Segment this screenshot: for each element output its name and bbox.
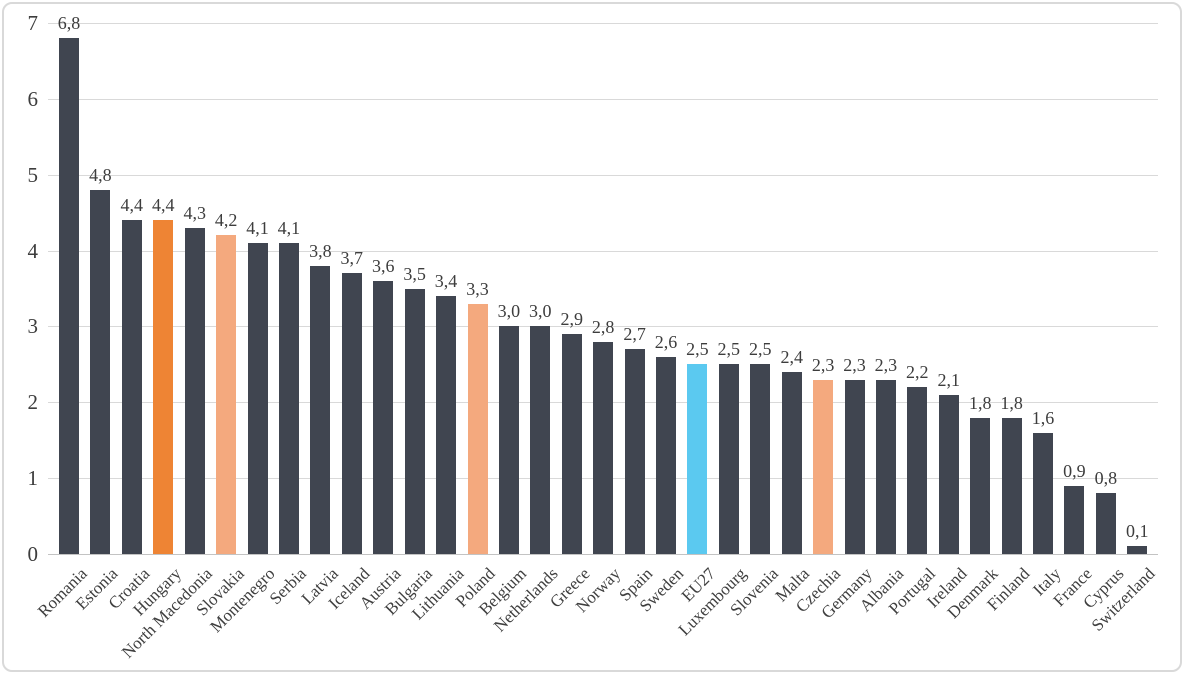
bar-malta [781, 371, 802, 554]
bar-eu27 [687, 364, 708, 554]
y-tick-label-4: 4 [27, 238, 39, 263]
y-tick-label-3: 3 [27, 314, 39, 339]
value-label-slovenia: 2,5 [748, 339, 772, 360]
bar-latvia [310, 265, 331, 554]
y-tick-label-7: 7 [27, 11, 39, 35]
value-label-romania: 6,8 [57, 13, 81, 34]
value-label-finland: 1,8 [1000, 392, 1023, 413]
value-label-ireland: 2,1 [937, 369, 961, 390]
value-label-spain: 2,7 [623, 324, 646, 345]
bar-slovakia [216, 235, 237, 554]
bar-switzerland [1127, 546, 1148, 554]
value-label-greece: 2,9 [560, 309, 583, 329]
bar-north-macedonia [184, 227, 205, 554]
bar-serbia [278, 243, 299, 554]
value-label-cyprus: 0,8 [1094, 468, 1118, 489]
bar-estonia [90, 189, 111, 554]
value-label-croatia: 4,4 [120, 195, 144, 216]
value-label-lithuania: 3,4 [434, 271, 458, 292]
value-label-malta: 2,4 [780, 346, 803, 367]
bar-netherlands [530, 326, 551, 554]
bar-lithuania [436, 296, 456, 554]
value-label-north-macedonia: 4,3 [183, 202, 206, 223]
y-tick-label-0: 0 [27, 542, 39, 566]
bar-ireland [938, 394, 959, 554]
gridline-y-3 [48, 326, 1158, 328]
gridline-y-6 [48, 98, 1158, 100]
value-label-poland: 3,3 [466, 278, 489, 299]
bar-greece [561, 334, 582, 554]
value-label-belgium: 3,0 [497, 301, 521, 322]
x-axis-line [48, 554, 1158, 555]
value-label-sweden: 2,6 [654, 331, 678, 352]
gridline-y-4 [48, 250, 1158, 252]
bar-bulgaria [404, 288, 425, 554]
y-tick-label-1: 1 [27, 466, 39, 491]
bar-italy [1033, 432, 1053, 554]
bar-austria [373, 280, 394, 554]
bar-iceland [341, 273, 362, 554]
gridline-y-7 [48, 23, 1158, 24]
value-label-italy: 1,6 [1031, 407, 1055, 428]
value-label-iceland: 3,7 [340, 248, 364, 269]
bar-norway [593, 341, 614, 554]
bar-portugal [907, 387, 928, 554]
y-tick-label-6: 6 [27, 86, 39, 111]
value-label-hungary: 4,4 [152, 195, 175, 216]
bar-romania [59, 38, 79, 554]
bar-denmark [970, 417, 991, 554]
value-label-france: 0,9 [1063, 460, 1086, 481]
value-label-eu27: 2,5 [686, 339, 709, 360]
y-tick-label-5: 5 [27, 162, 39, 187]
gridline-y-5 [48, 174, 1158, 176]
value-label-netherlands: 3,0 [529, 301, 552, 322]
bar-croatia [121, 220, 142, 554]
bar-finland [1001, 417, 1022, 554]
value-label-albania: 2,3 [874, 354, 898, 375]
value-label-montenegro: 4,1 [246, 218, 269, 238]
value-label-latvia: 3,8 [309, 240, 332, 261]
value-label-serbia: 4,1 [277, 218, 301, 238]
value-label-norway: 2,8 [591, 316, 615, 337]
value-label-czechia: 2,3 [811, 354, 835, 375]
value-label-portugal: 2,2 [906, 362, 929, 383]
bar-sweden [656, 356, 676, 554]
bar-spain [624, 349, 645, 554]
bar-czechia [813, 379, 834, 554]
value-label-denmark: 1,8 [968, 392, 992, 413]
value-label-austria: 3,6 [371, 255, 395, 276]
bar-hungary [153, 220, 174, 554]
value-label-germany: 2,3 [843, 354, 866, 375]
bar-cyprus [1095, 493, 1116, 554]
value-label-slovakia: 4,2 [214, 210, 238, 231]
bar-luxembourg [718, 364, 739, 554]
value-label-luxembourg: 2,5 [717, 339, 741, 360]
bar-france [1064, 485, 1085, 554]
y-tick-label-2: 2 [27, 390, 39, 415]
bar-poland [467, 303, 488, 554]
bar-germany [844, 379, 865, 554]
value-label-estonia: 4,8 [89, 164, 112, 185]
bar-montenegro [247, 243, 268, 554]
value-label-switzerland: 0,1 [1126, 521, 1149, 542]
value-label-bulgaria: 3,5 [403, 263, 426, 284]
bar-albania [875, 379, 896, 554]
bar-belgium [498, 326, 519, 554]
bar-slovenia [750, 364, 771, 554]
